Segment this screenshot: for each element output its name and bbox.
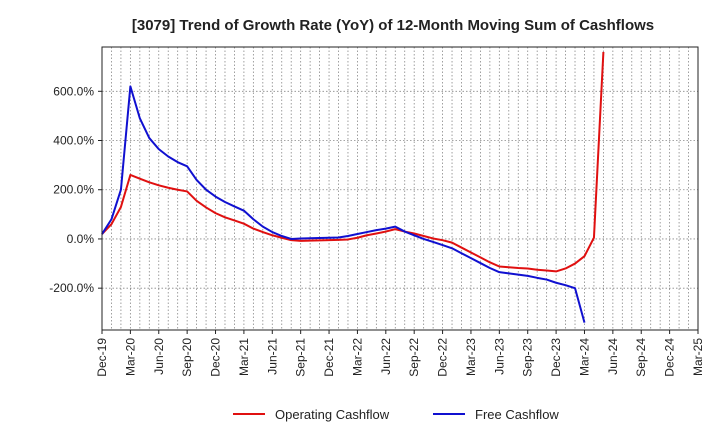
chart-title: [3079] Trend of Growth Rate (YoY) of 12-…: [132, 17, 654, 34]
x-tick-label: Mar-21: [237, 338, 251, 376]
x-tick-label: Dec-22: [436, 338, 450, 377]
legend: Operating Cashflow Free Cashflow: [233, 407, 559, 422]
x-tick-label: Jun-21: [265, 338, 279, 375]
x-tick-label: Jun-24: [606, 338, 620, 375]
x-tick-label: Dec-21: [322, 338, 336, 377]
x-tick-label: Jun-22: [379, 338, 393, 375]
x-tick-label: Mar-20: [123, 338, 137, 376]
x-tick-label: Sep-23: [521, 338, 535, 377]
y-tick-label: 0.0%: [67, 232, 95, 246]
x-tick-label: Mar-23: [464, 338, 478, 376]
y-tick-label: 200.0%: [53, 183, 94, 197]
x-tick-label: Jun-20: [152, 338, 166, 375]
y-axis: -200.0% 0.0% 200.0% 400.0% 600.0%: [49, 84, 102, 295]
x-tick-label: Mar-22: [350, 338, 364, 376]
x-tick-label: Sep-24: [634, 338, 648, 377]
legend-label: Free Cashflow: [475, 407, 559, 422]
x-tick-label: Dec-24: [663, 338, 677, 377]
x-tick-label: Dec-23: [549, 338, 563, 377]
x-tick-label: Sep-20: [180, 338, 194, 377]
legend-label: Operating Cashflow: [275, 407, 390, 422]
series-line-operating-cashflow: [101, 51, 605, 273]
x-tick-label: Sep-22: [407, 338, 421, 377]
y-tick-label: 600.0%: [53, 84, 94, 98]
x-tick-label: Dec-19: [95, 338, 109, 377]
x-tick-label: Sep-21: [294, 338, 308, 377]
y-tick-label: -200.0%: [49, 281, 94, 295]
plot-area: [101, 46, 699, 331]
x-axis: Dec-19 Mar-20 Jun-20 Sep-20 Dec-20 Mar-21 Jun-…: [95, 330, 705, 377]
series-lines: [101, 51, 605, 323]
series-line-free-cashflow: [101, 85, 586, 323]
x-tick-label: Mar-24: [577, 338, 591, 376]
x-tick-label: Mar-25: [691, 338, 705, 376]
x-tick-label: Jun-23: [492, 338, 506, 375]
y-tick-label: 400.0%: [53, 134, 94, 148]
grid: [102, 47, 698, 330]
x-tick-label: Dec-20: [209, 338, 223, 377]
